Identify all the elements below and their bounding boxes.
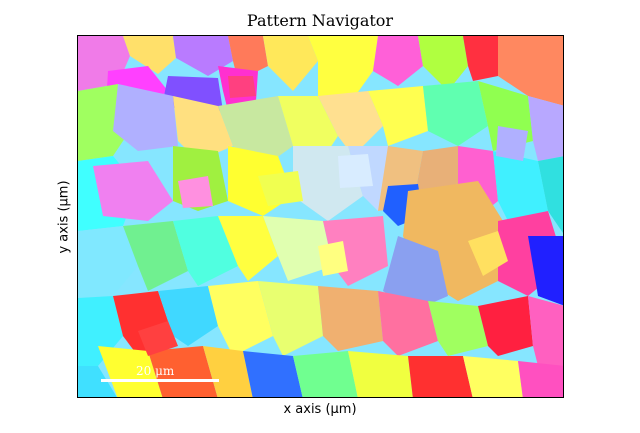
grain-map-image (78, 36, 563, 397)
scalebar-label: 20 μm (136, 364, 175, 378)
y-axis-label: y axis (μm) (56, 180, 72, 254)
x-axis-label: x axis (μm) (283, 402, 357, 417)
scalebar-line (101, 379, 219, 382)
plot-title: Pattern Navigator (246, 11, 394, 30)
orientation-map[interactable]: 20 μm (77, 35, 564, 398)
